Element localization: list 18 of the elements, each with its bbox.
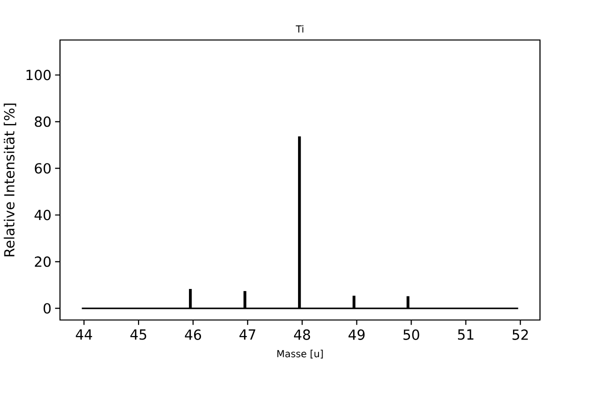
x-tick-label: 48 — [294, 329, 310, 340]
y-tick-label: 60 — [34, 163, 51, 174]
y-tick-label: 40 — [34, 210, 51, 220]
x-tick-label: 49 — [348, 329, 365, 340]
y-tick-label: 80 — [34, 116, 51, 127]
x-tick-label: 50 — [403, 329, 420, 340]
x-tick-label: 46 — [184, 329, 202, 340]
chart-title: Ti — [296, 25, 304, 32]
y-axis-title: Relative Intensität [%] — [4, 104, 16, 256]
x-tick-label: 45 — [130, 329, 146, 340]
x-tick-label: 47 — [239, 329, 256, 340]
x-tick-label: 51 — [458, 329, 474, 340]
x-axis-title: Masse [u] — [277, 350, 323, 358]
y-tick-label: 20 — [34, 256, 51, 267]
x-tick-label: 44 — [76, 329, 92, 340]
y-tick-label: 0 — [44, 303, 51, 314]
x-tick-label: 52 — [512, 329, 528, 340]
y-tick-label: 100 — [26, 70, 51, 80]
